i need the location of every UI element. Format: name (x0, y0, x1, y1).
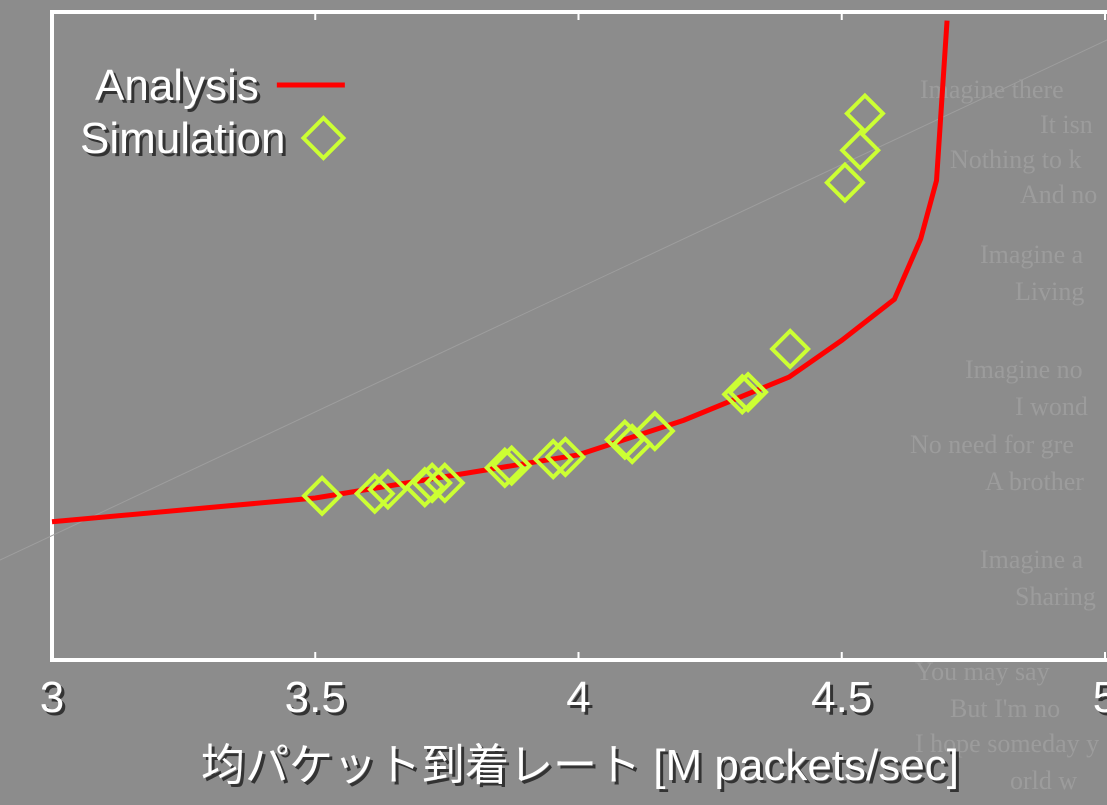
background-line: I wond (1015, 392, 1088, 421)
background-line: You may say (915, 657, 1050, 686)
background-line: Imagine a (980, 545, 1084, 574)
analysis-line (51, 20, 950, 525)
simulation-point (490, 444, 533, 487)
background-line: Nothing to k (950, 145, 1081, 174)
simulation-point (423, 462, 466, 504)
background-line: Imagine a (980, 240, 1084, 269)
simulation-point (544, 436, 587, 478)
simulation-point (769, 328, 811, 370)
background-line: No need for gre (910, 430, 1074, 459)
x-tick-label: 3.5 (285, 673, 346, 722)
x-tick-label: 4 (566, 673, 590, 722)
background-line: And no (1020, 180, 1097, 209)
simulation-point (839, 129, 882, 172)
decor-line (0, 39, 1107, 561)
background-line: Living (1015, 277, 1084, 306)
background-line: But I'm no (950, 694, 1060, 723)
background-line: A brother (985, 467, 1084, 496)
simulation-point (727, 371, 769, 413)
plot-area (50, 10, 1107, 662)
simulation-point (301, 475, 343, 517)
background-line: It isn (1040, 110, 1093, 139)
simulation-point (634, 410, 676, 452)
legend-label: Analysis (95, 61, 259, 110)
x-tick-label: 3 (40, 673, 64, 722)
legend-swatch (300, 115, 347, 161)
simulation-point (824, 161, 866, 204)
simulation-point (721, 373, 764, 416)
simulation-point (532, 438, 575, 480)
x-tick-label: 4.5 (811, 673, 872, 722)
legend-label: Simulation (80, 114, 285, 163)
x-axis-label: 均パケット到着レート [M packets/sec] (201, 741, 959, 790)
simulation-point (411, 462, 453, 504)
simulation-point (353, 472, 396, 515)
simulation-point (483, 446, 526, 489)
background-line: orld w (1010, 766, 1077, 795)
x-tick-label: 5 (1093, 673, 1107, 722)
background-line: I hope someday y (915, 729, 1099, 758)
simulation-point (844, 92, 886, 135)
simulation-point (367, 468, 409, 511)
background-line: Sharing (1015, 582, 1096, 611)
simulation-point (403, 466, 446, 509)
background-line: Imagine no (965, 355, 1083, 384)
